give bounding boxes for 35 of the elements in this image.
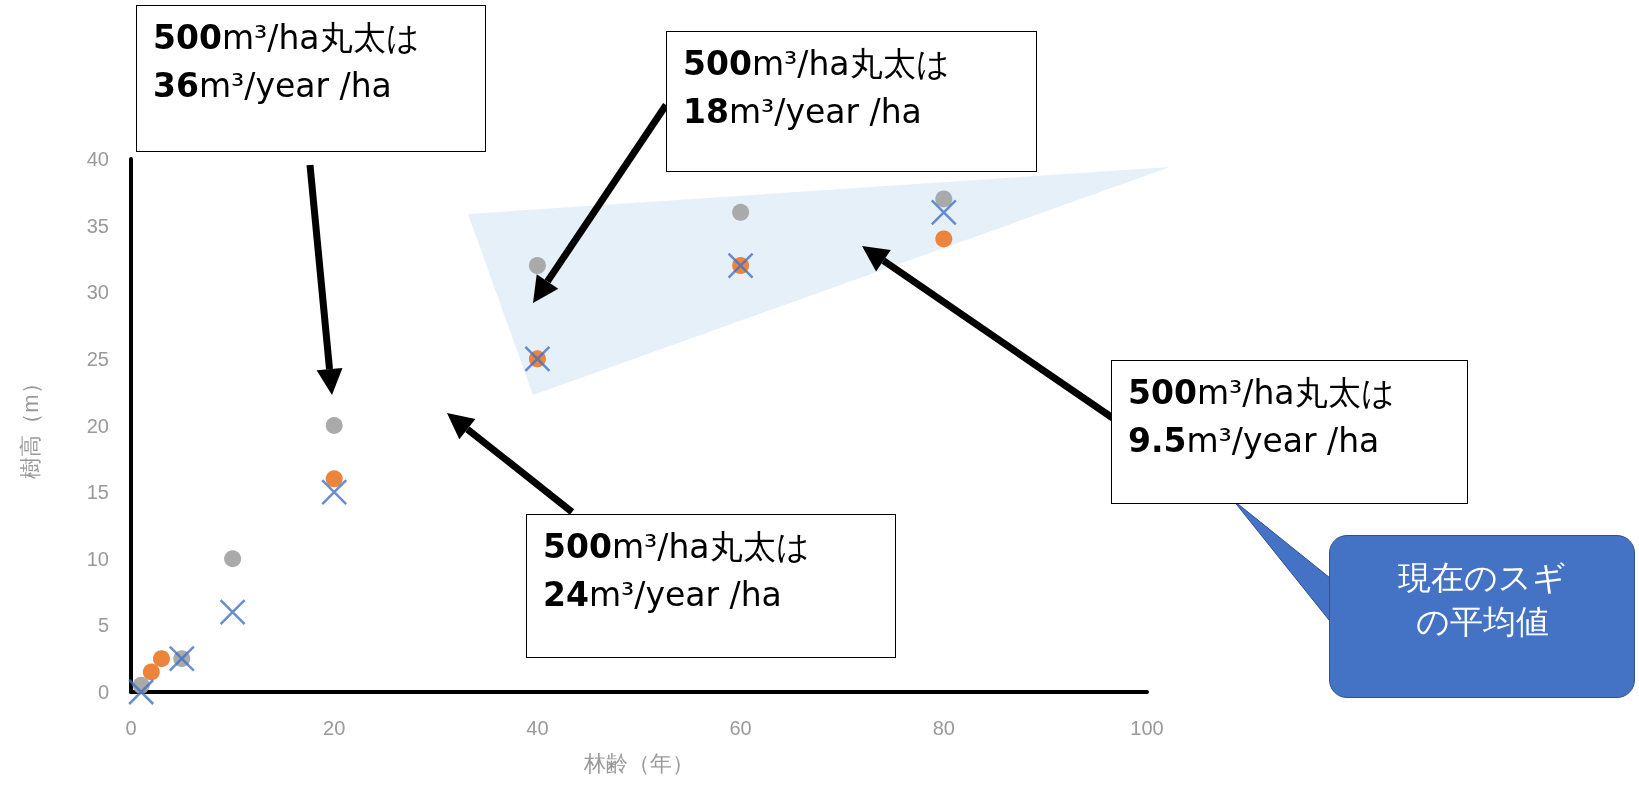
point xyxy=(142,663,160,681)
x-tick-label: 0 xyxy=(125,717,137,739)
y-tick-label: 15 xyxy=(86,481,109,504)
text: 500m³/ha丸太は 36m³/year /ha xyxy=(153,17,421,107)
point xyxy=(224,550,242,568)
point xyxy=(320,478,348,506)
x-tick-label: 60 xyxy=(729,717,752,739)
text: 500m³/ha丸太は 18m³/year /ha xyxy=(683,43,951,133)
point xyxy=(935,190,953,208)
point xyxy=(528,257,546,275)
point xyxy=(930,199,958,226)
x-tick-label: 40 xyxy=(526,717,549,739)
x-tick-label: 100 xyxy=(1130,717,1164,739)
x-tick-label: 20 xyxy=(323,717,346,739)
y-tick-label: 5 xyxy=(97,614,109,637)
y-tick-label: 40 xyxy=(86,148,109,170)
y-tick-label: 30 xyxy=(86,281,109,304)
y-tick-label: 10 xyxy=(86,547,109,570)
y-tick-label: 20 xyxy=(86,414,109,437)
x-tick-label: 80 xyxy=(932,717,955,739)
annotation: 500m³/ha丸太は 9.5m³/year /ha xyxy=(1128,372,1396,462)
y-tick-label: 25 xyxy=(86,347,109,370)
y-axis-title: 樹高（m） xyxy=(17,372,43,479)
y-tick-label: 35 xyxy=(86,214,109,237)
point xyxy=(127,678,155,706)
point xyxy=(935,230,953,248)
point xyxy=(153,650,170,668)
text: 現在のスギの平均値 xyxy=(1397,557,1567,643)
y-tick-label: 0 xyxy=(97,681,109,703)
annotation: 500m³/ha丸太は 24m³/year /ha xyxy=(543,526,811,616)
x-axis-title: 林齢（年） xyxy=(583,750,694,776)
point xyxy=(219,598,246,626)
point xyxy=(325,417,343,434)
point xyxy=(325,470,343,488)
point xyxy=(732,203,750,221)
